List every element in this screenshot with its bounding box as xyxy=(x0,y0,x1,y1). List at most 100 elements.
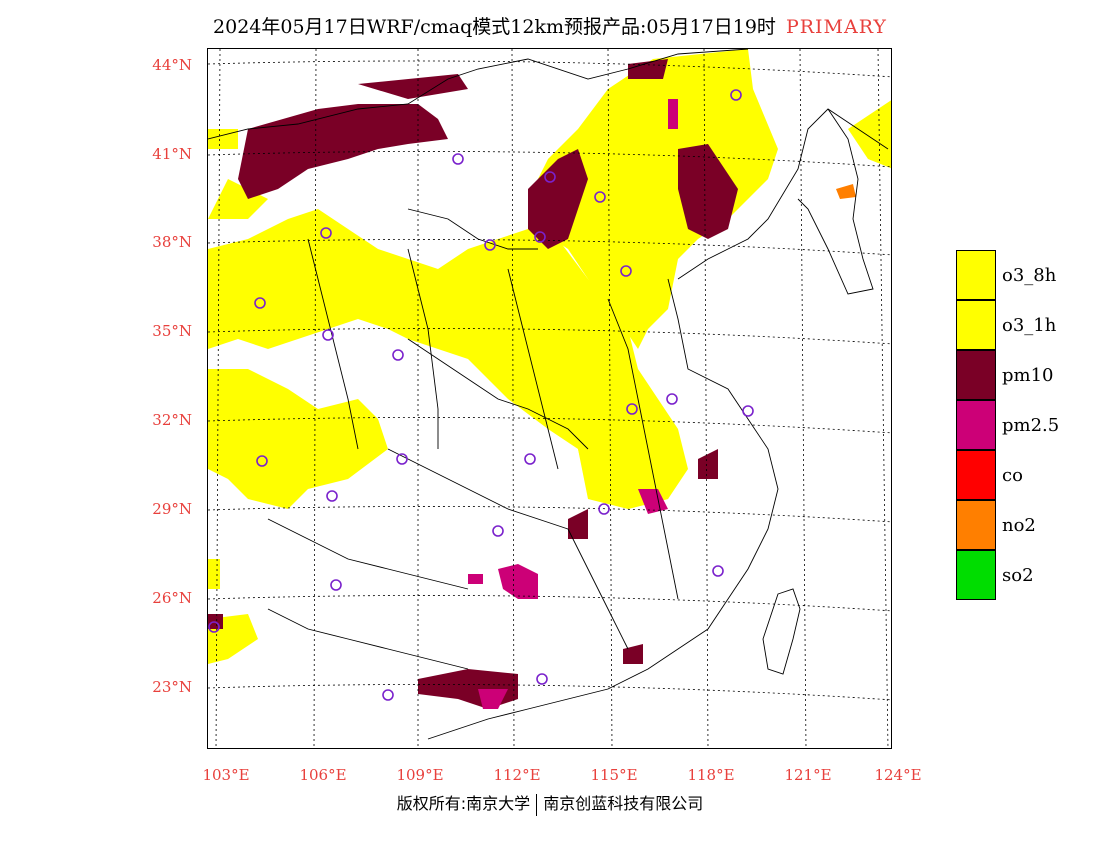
taiwan xyxy=(762,588,801,675)
station-marker xyxy=(254,297,266,309)
station-marker xyxy=(208,621,220,633)
lat-label-23: 23°N xyxy=(152,678,192,696)
station-marker xyxy=(452,153,464,165)
legend-label: pm10 xyxy=(1002,365,1054,386)
prov-8 xyxy=(307,238,359,450)
grid-lat-38 xyxy=(208,239,891,256)
station-marker xyxy=(626,403,638,415)
pm25-jiangsu xyxy=(668,99,678,129)
prov-5 xyxy=(267,608,469,670)
station-marker xyxy=(594,191,606,203)
grid-lat-41 xyxy=(208,151,891,168)
o3-central-region xyxy=(208,209,688,509)
legend-swatch xyxy=(956,250,996,300)
lon-label-121: 121°E xyxy=(784,766,832,784)
grid-lon-103 xyxy=(215,49,221,748)
grid-lon-115 xyxy=(607,49,613,748)
lat-label-32: 32°N xyxy=(152,411,192,429)
lon-label-115: 115°E xyxy=(590,766,638,784)
pm25-dot xyxy=(468,574,483,584)
legend-swatch xyxy=(956,350,996,400)
o3-small-north xyxy=(208,129,238,149)
pm10-beijing xyxy=(678,144,738,239)
map-svg xyxy=(208,49,891,748)
grid-lat-44 xyxy=(208,60,891,78)
pm10-bar-north xyxy=(358,74,468,99)
legend-label: so2 xyxy=(1002,565,1034,586)
grid-lon-124 xyxy=(877,49,889,748)
boundaries xyxy=(208,49,889,740)
station-marker xyxy=(392,349,404,361)
national-border-north xyxy=(208,49,749,140)
lon-label-109: 109°E xyxy=(396,766,444,784)
pm10-inner-mongolia xyxy=(238,104,448,199)
pm25-regions xyxy=(468,99,678,709)
legend-label: pm2.5 xyxy=(1002,415,1060,436)
station-marker xyxy=(666,393,678,405)
grid-lat-32 xyxy=(208,417,891,434)
lat-label-41: 41°N xyxy=(152,145,192,163)
lat-label-26: 26°N xyxy=(152,589,192,607)
station-marker xyxy=(598,503,610,515)
pm10-regions xyxy=(208,59,738,709)
grid-lon-121 xyxy=(799,49,807,748)
lon-label-124: 124°E xyxy=(874,766,922,784)
credit-separator xyxy=(536,793,538,816)
pm10-ne-patch xyxy=(628,59,668,79)
pm10-hebei xyxy=(528,149,588,249)
lon-label-112: 112°E xyxy=(493,766,541,784)
station-marker xyxy=(524,453,536,465)
prov-10 xyxy=(567,528,629,650)
legend-swatch xyxy=(956,450,996,500)
pm10-zhejiang xyxy=(698,449,718,479)
legend-swatch xyxy=(956,400,996,450)
title-text: 2024年05月17日WRF/cmaq模式12km预报产品:05月17日19时 xyxy=(213,16,776,38)
grid-lat-29 xyxy=(208,506,891,523)
grid-lat-23 xyxy=(208,684,891,701)
pm10-jiangxi xyxy=(568,509,588,539)
station-marker xyxy=(620,265,632,277)
pm25-hubei xyxy=(638,489,668,514)
station-marker xyxy=(256,455,268,467)
legend-label: no2 xyxy=(1002,515,1036,536)
o3-west-region xyxy=(208,369,388,509)
grid-lon-118 xyxy=(703,49,709,748)
prov-3 xyxy=(387,448,569,530)
station-marker xyxy=(730,89,742,101)
credit-right: 南京创蓝科技有限公司 xyxy=(543,794,704,813)
no2-korea xyxy=(836,184,856,199)
legend-label: o3_8h xyxy=(1002,265,1057,286)
map-title: 2024年05月17日WRF/cmaq模式12km预报产品:05月17日19时 P… xyxy=(0,12,1100,39)
legend-swatch xyxy=(956,300,996,350)
pm25-hunan xyxy=(498,564,538,599)
station-marker xyxy=(536,673,548,685)
station-marker xyxy=(742,405,754,417)
prov-2 xyxy=(407,338,589,450)
o3-ne-corner xyxy=(848,100,891,169)
prov-7 xyxy=(407,248,439,449)
grid-lon-106 xyxy=(313,49,317,748)
station-marker xyxy=(382,689,394,701)
station-marker xyxy=(330,579,342,591)
legend-label: o3_1h xyxy=(1002,315,1057,336)
pm10-fujian xyxy=(623,644,643,664)
legend-swatch xyxy=(956,550,996,600)
korea xyxy=(797,108,874,295)
lon-label-106: 106°E xyxy=(299,766,347,784)
prov-4 xyxy=(267,518,469,590)
lat-label-38: 38°N xyxy=(152,233,192,251)
legend-label: co xyxy=(1002,465,1023,486)
station-marker xyxy=(484,239,496,251)
o3-sw-edge xyxy=(208,559,220,589)
grid-lon-112 xyxy=(511,49,515,748)
stations xyxy=(208,89,754,701)
pm25-guangdong xyxy=(478,689,508,709)
lat-label-29: 29°N xyxy=(152,500,192,518)
station-marker xyxy=(492,525,504,537)
prov-1 xyxy=(407,208,538,250)
lon-label-103: 103°E xyxy=(202,766,250,784)
station-marker xyxy=(712,565,724,577)
coast-bohai xyxy=(677,108,889,280)
primary-tag: PRIMARY xyxy=(785,16,887,38)
o3-small-north2 xyxy=(208,179,268,219)
